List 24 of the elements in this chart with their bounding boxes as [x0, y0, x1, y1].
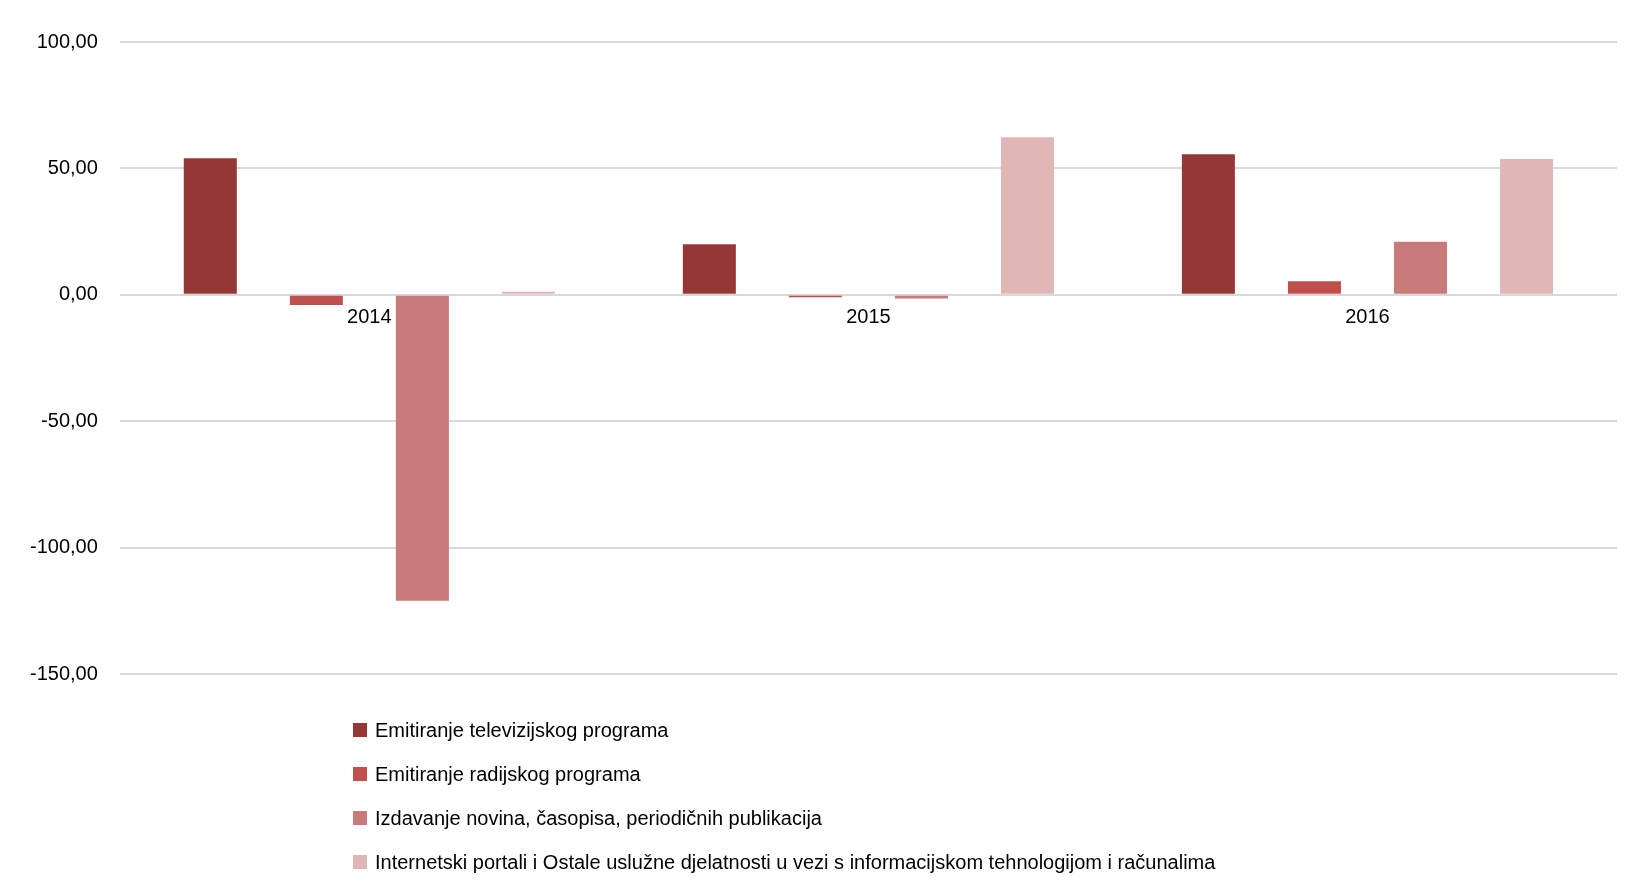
y-tick-label: 50,00 — [47, 155, 98, 178]
y-tick-label: 0,00 — [58, 282, 98, 305]
bar — [501, 291, 555, 294]
bar — [183, 158, 237, 294]
bar — [1393, 241, 1448, 294]
legend-label: Emitiranje radijskog programa — [375, 762, 641, 786]
x-tick-label: 2015 — [846, 305, 891, 328]
legend-label: Izdavanje novina, časopisa, periodičnih publikacija — [375, 806, 822, 830]
bar — [1181, 154, 1235, 294]
x-tick-label: 2014 — [347, 305, 392, 328]
y-tick-label: -100,00 — [29, 535, 98, 558]
bar — [682, 244, 736, 294]
legend-label: Emitiranje televizijskog programa — [375, 718, 669, 742]
bar — [894, 295, 948, 299]
bar — [1000, 137, 1054, 294]
x-tick-label: 2016 — [1345, 305, 1390, 328]
y-tick-label: -150,00 — [29, 661, 98, 684]
y-tick-label: 100,00 — [36, 29, 98, 52]
bar — [1287, 281, 1341, 294]
bar — [289, 295, 343, 305]
y-tick-label: -50,00 — [41, 408, 98, 431]
bar — [395, 295, 449, 601]
legend-label: Internetski portali i Ostale uslužne djelatnosti u vezi s informacijskom tehnologijom i računalima — [375, 850, 1216, 874]
bar — [1500, 159, 1554, 294]
